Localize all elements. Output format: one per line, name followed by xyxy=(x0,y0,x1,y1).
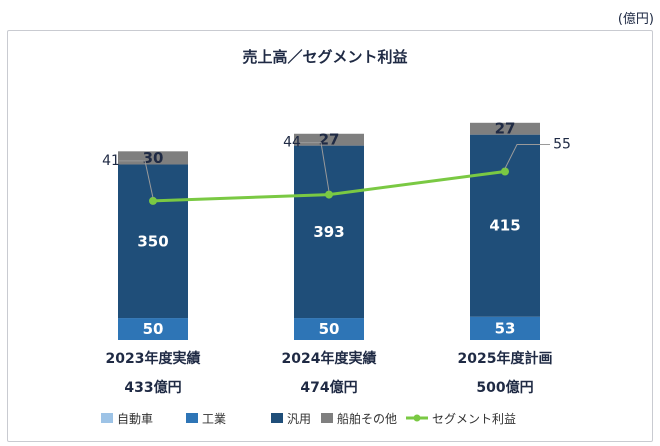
bar-segment-1-0 xyxy=(118,318,188,340)
legend-swatch-1 xyxy=(186,413,198,423)
profit-point-2 xyxy=(501,167,509,176)
x-tick-label-0: 2023年度実績 xyxy=(106,350,201,367)
category-label-group: 2023年度実績 433億円 2024年度実績 474億円 2025年度計画 500億円 xyxy=(106,350,553,396)
chart-title: 売上高／セグメント利益 xyxy=(242,48,407,66)
profit-value-label-2: 55 xyxy=(553,137,571,153)
bar-value-label-3-2: 27 xyxy=(495,120,516,138)
total-label-1: 474億円 xyxy=(300,379,357,396)
bar-segment-2-0 xyxy=(118,164,188,319)
bar-value-label-1-0: 50 xyxy=(143,320,164,338)
x-tick-label-1: 2024年度実績 xyxy=(282,350,377,367)
total-label-0: 433億円 xyxy=(124,379,181,396)
bar-value-label-1-2: 53 xyxy=(495,319,516,337)
profit-point-1 xyxy=(325,190,333,199)
legend-swatch-0 xyxy=(101,413,113,423)
bar-value-label-1-1: 50 xyxy=(319,320,340,338)
legend-swatch-2 xyxy=(271,413,283,423)
profit-value-label-0: 41 xyxy=(102,153,120,169)
legend-swatch-3 xyxy=(321,413,333,423)
legend-marker-4 xyxy=(413,414,421,422)
total-label-2: 500億円 xyxy=(476,379,533,396)
profit-value-label-1: 44 xyxy=(283,135,301,151)
profit-leader-line-2 xyxy=(504,144,550,169)
bar-segment-2-2 xyxy=(470,134,540,317)
unit-label: (億円) xyxy=(617,12,654,27)
bar-segment-1-2 xyxy=(470,316,540,340)
bar-value-label-2-1: 393 xyxy=(313,223,344,241)
bar-segment-3-2 xyxy=(470,122,540,135)
legend-label-2: 汎用 xyxy=(287,412,311,426)
bar-group: 50 350 30 50 393 27 53 415 27 xyxy=(118,120,540,340)
legend-label-4: セグメント利益 xyxy=(432,412,516,426)
x-tick-label-2: 2025年度計画 xyxy=(458,350,553,367)
bar-value-label-2-0: 350 xyxy=(137,232,168,250)
legend-label-1: 工業 xyxy=(202,412,226,426)
bar-segment-3-1 xyxy=(294,133,364,146)
legend: 自動車 工業 汎用 船舶その他 セグメント利益 xyxy=(101,411,516,426)
bar-value-label-3-1: 27 xyxy=(319,131,340,149)
legend-label-3: 船舶その他 xyxy=(337,411,397,426)
bar-segment-2-1 xyxy=(294,145,364,319)
profit-leader-line-0 xyxy=(119,160,154,199)
bar-segment-1-1 xyxy=(294,318,364,340)
profit-line-group: 41 44 55 xyxy=(102,135,571,205)
legend-label-0: 自動車 xyxy=(117,412,153,426)
profit-leader-line-1 xyxy=(300,142,330,192)
bar-value-label-3-0: 30 xyxy=(143,149,164,167)
bar-value-label-2-2: 415 xyxy=(489,217,520,235)
profit-point-0 xyxy=(149,196,157,205)
